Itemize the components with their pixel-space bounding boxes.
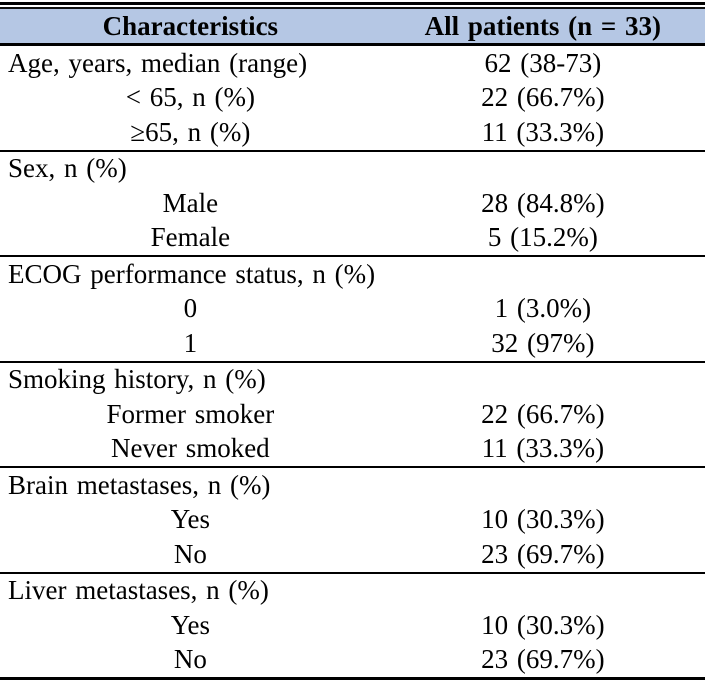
- value-cell: 22 (66.7%): [481, 82, 605, 113]
- characteristic-label: Brain metastases, n (%): [8, 469, 271, 500]
- table-header-row: Characteristics All patients (n = 33): [0, 7, 705, 43]
- characteristic-label: Male: [162, 187, 219, 218]
- characteristic-label: 0: [183, 293, 198, 324]
- value-cell: 28 (84.8%): [481, 187, 605, 218]
- characteristic-label: No: [173, 644, 207, 675]
- table-row: Yes 10 (30.3%): [0, 608, 705, 643]
- patient-characteristics-table: Characteristics All patients (n = 33) Ag…: [0, 2, 705, 680]
- characteristic-label: Smoking history, n (%): [8, 364, 266, 395]
- section-divider: [0, 466, 705, 468]
- section-divider: [0, 149, 705, 152]
- characteristic-label: Former smoker: [106, 398, 275, 429]
- characteristic-label: Age, years, median (range): [8, 47, 308, 78]
- value-cell: 1 (3.0%): [494, 293, 592, 324]
- header-characteristics: Characteristics: [102, 10, 279, 41]
- table-bottom-border: [0, 677, 705, 680]
- table-row: < 65, n (%) 22 (66.7%): [0, 81, 705, 116]
- characteristic-label: No: [173, 538, 207, 569]
- section-divider: [0, 255, 705, 257]
- table-row: Male 28 (84.8%): [0, 186, 705, 221]
- characteristic-label: Liver metastases, n (%): [8, 575, 269, 606]
- table-row: Former smoker 22 (66.7%): [0, 397, 705, 432]
- table-row: Never smoked 11 (33.3%): [0, 432, 705, 467]
- table-row: Age, years, median (range) 62 (38-73): [0, 46, 705, 81]
- table-row: No 23 (69.7%): [0, 643, 705, 678]
- characteristic-label: Never smoked: [110, 433, 270, 464]
- value-cell: 22 (66.7%): [481, 398, 605, 429]
- table-row: ≥65, n (%) 11 (33.3%): [0, 115, 705, 150]
- characteristic-label: 1: [183, 327, 198, 358]
- value-cell: 10 (30.3%): [481, 609, 605, 640]
- table-row: Yes 10 (30.3%): [0, 503, 705, 538]
- characteristic-label: Sex, n (%): [8, 153, 127, 184]
- value-cell: 62 (38-73): [484, 47, 602, 78]
- header-bottom-border: [0, 43, 705, 46]
- table-row: 1 32 (97%): [0, 326, 705, 361]
- table-row: No 23 (69.7%): [0, 537, 705, 572]
- section-divider: [0, 360, 705, 363]
- value-cell: 5 (15.2%): [487, 222, 598, 253]
- characteristic-label: ≥65, n (%): [130, 116, 251, 147]
- table-row: Smoking history, n (%): [0, 363, 705, 398]
- table-row: ECOG performance status, n (%): [0, 257, 705, 292]
- value-cell: 32 (97%): [491, 327, 595, 358]
- value-cell: 11 (33.3%): [481, 116, 605, 147]
- section-divider: [0, 571, 705, 574]
- table-body: Age, years, median (range) 62 (38-73) < 65…: [0, 46, 705, 677]
- characteristic-label: ECOG performance status, n (%): [8, 258, 376, 289]
- table-top-border: [0, 2, 705, 5]
- value-cell: 23 (69.7%): [481, 538, 605, 569]
- value-cell: 11 (33.3%): [481, 433, 605, 464]
- table-row: Liver metastases, n (%): [0, 574, 705, 609]
- value-cell: 23 (69.7%): [481, 644, 605, 675]
- value-cell: 10 (30.3%): [481, 504, 605, 535]
- characteristic-label: Yes: [170, 504, 210, 535]
- characteristic-label: Female: [150, 222, 231, 253]
- table-row: Female 5 (15.2%): [0, 221, 705, 256]
- characteristic-label: Yes: [170, 609, 210, 640]
- table-row: 0 1 (3.0%): [0, 292, 705, 327]
- table-row: Brain metastases, n (%): [0, 468, 705, 503]
- header-all-patients: All patients (n = 33): [424, 10, 662, 41]
- characteristic-label: < 65, n (%): [125, 82, 255, 113]
- table-row: Sex, n (%): [0, 152, 705, 187]
